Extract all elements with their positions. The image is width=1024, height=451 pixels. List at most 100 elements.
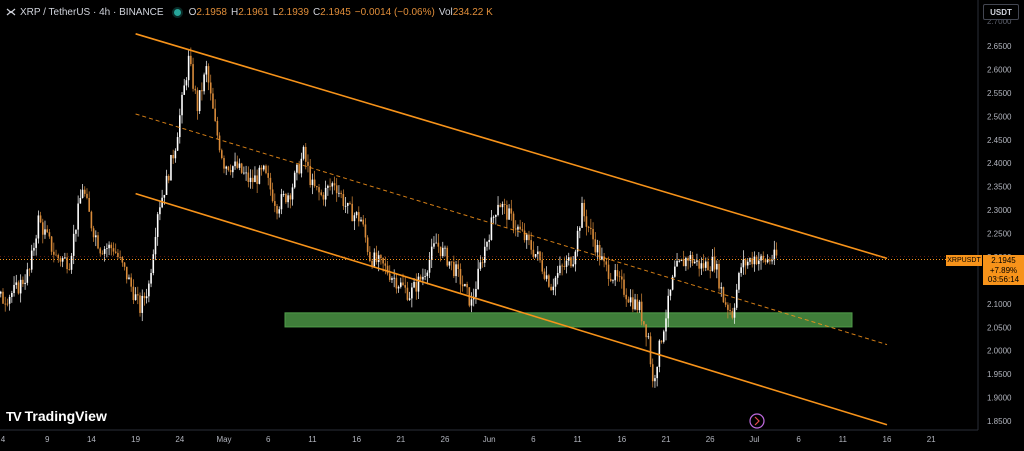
candle-body <box>543 271 546 279</box>
candle-body <box>77 203 79 230</box>
candle-body <box>384 263 387 266</box>
support-zone[interactable] <box>284 312 853 328</box>
candle-body <box>28 269 31 271</box>
candle-body <box>590 227 592 229</box>
candle-body <box>369 251 371 261</box>
candle-body <box>439 246 442 257</box>
candle-body <box>172 155 174 159</box>
candle-body <box>289 195 292 200</box>
candle-body <box>417 276 420 292</box>
candle-body <box>766 259 769 263</box>
candle-body <box>22 279 24 285</box>
candle-body <box>179 115 181 138</box>
candle-body <box>249 177 252 182</box>
candle-body <box>280 194 283 210</box>
candle-body <box>364 224 367 238</box>
candle-body <box>119 256 121 258</box>
currency-button[interactable]: USDT <box>983 4 1019 20</box>
candle-body <box>366 237 369 252</box>
candle-body <box>351 203 353 222</box>
candle-body <box>685 257 687 267</box>
price-tick-label: 2.0000 <box>987 347 1012 356</box>
candle-body <box>207 66 210 83</box>
tradingview-logo[interactable]: TV TradingView <box>6 408 107 424</box>
candle-body <box>170 155 172 181</box>
candle-body <box>426 272 429 277</box>
candle-body <box>713 256 716 270</box>
channel-mid-line[interactable] <box>135 113 888 346</box>
ohlc-legend: O 2.1958 H 2.1961 L 2.1939 C 2.1945 −0.0… <box>189 7 497 18</box>
candle-body <box>603 256 605 262</box>
candle-body <box>112 248 115 252</box>
price-tick-label: 2.0500 <box>987 323 1012 332</box>
candle-body <box>198 90 201 112</box>
candles-layer <box>0 47 778 388</box>
candle-body <box>371 260 373 267</box>
candle-body <box>163 194 166 198</box>
market-status-icon[interactable] <box>173 8 181 16</box>
candle-body <box>298 164 300 174</box>
candle-body <box>548 275 550 287</box>
candle-body <box>698 260 700 269</box>
candle-body <box>612 280 614 282</box>
candle-body <box>373 252 376 267</box>
candle-body <box>495 214 497 217</box>
last-price-value: 2.1945 <box>991 256 1016 265</box>
high-value: 2.1961 <box>238 6 269 18</box>
candle-body <box>139 295 141 313</box>
candle-body <box>607 264 610 279</box>
candle-body <box>274 201 276 206</box>
candle-body <box>680 259 683 261</box>
candle-body <box>532 249 535 257</box>
candle-body <box>751 258 753 265</box>
candle-body <box>159 207 161 215</box>
price-tick-label: 2.5000 <box>987 112 1012 121</box>
candle-body <box>37 215 40 239</box>
candle-body <box>48 232 51 237</box>
candle-body <box>629 297 632 303</box>
replay-arrow-icon <box>754 416 760 426</box>
price-tick-label: 1.9500 <box>987 370 1012 379</box>
candle-body <box>687 257 689 261</box>
candle-body <box>475 288 477 297</box>
candle-body <box>156 214 159 237</box>
candle-body <box>539 251 541 261</box>
candle-body <box>446 247 449 266</box>
candle-body <box>194 88 197 91</box>
candle-body <box>307 161 309 166</box>
channel-lower-line[interactable] <box>135 192 888 426</box>
channel-upper-line[interactable] <box>135 33 888 260</box>
candle-body <box>665 318 667 332</box>
candle-body <box>541 260 544 272</box>
candle-body <box>497 204 499 215</box>
candle-body <box>720 287 723 289</box>
price-tick-label: 2.6500 <box>987 42 1012 51</box>
candle-body <box>581 202 583 228</box>
candle-body <box>17 282 20 294</box>
candle-body <box>744 259 747 266</box>
candle-body <box>565 260 568 267</box>
candle-body <box>75 229 77 234</box>
candle-body <box>486 241 488 247</box>
time-tick-label: 11 <box>573 435 582 444</box>
candle-body <box>707 261 709 271</box>
candle-body <box>201 90 203 92</box>
candle-body <box>393 277 395 279</box>
candle-body <box>422 276 424 280</box>
candle-body <box>229 170 232 173</box>
candle-body <box>693 261 696 264</box>
replay-icon[interactable] <box>749 413 765 429</box>
candle-body <box>567 257 570 261</box>
candle-body <box>528 234 530 241</box>
candle-body <box>662 331 665 342</box>
candle-body <box>455 264 457 277</box>
symbol-title[interactable]: XRP / TetherUS · 4h · BINANCE <box>20 6 164 18</box>
price-tick-label: 2.1000 <box>987 300 1012 309</box>
price-tick-label: 2.4500 <box>987 136 1012 145</box>
candle-body <box>572 264 574 267</box>
candle-body <box>563 266 566 267</box>
candle-body <box>601 256 603 260</box>
candle-body <box>514 228 517 230</box>
candle-body <box>209 82 212 94</box>
